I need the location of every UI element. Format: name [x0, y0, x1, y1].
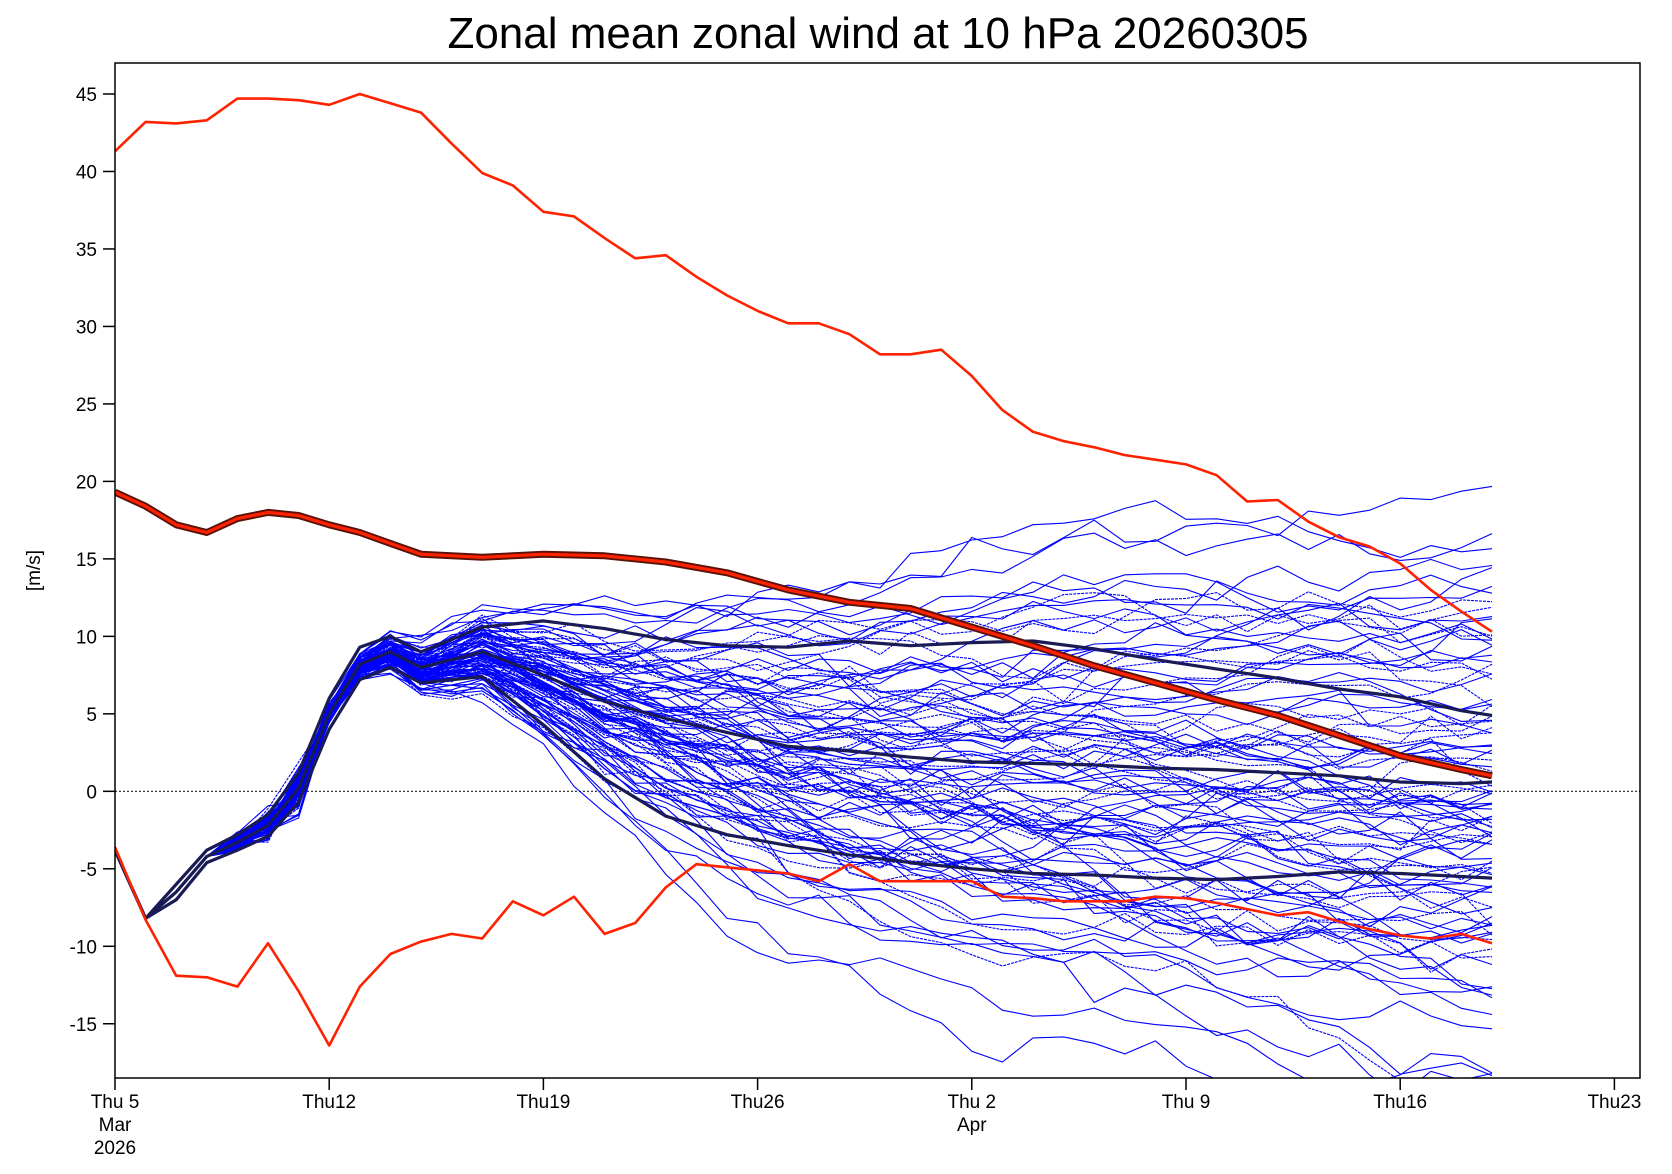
x-tick-label: Thu19	[516, 1092, 570, 1113]
y-axis: 45 40 35 30 25 20 15 10 5 0 -5 -10 -15	[70, 85, 115, 1036]
x-tick-label: Thu 2	[948, 1092, 997, 1113]
ensemble-member-line	[115, 659, 1493, 940]
x-tick-label: Mar	[99, 1115, 132, 1136]
x-tick-label: Thu 5	[91, 1092, 140, 1113]
climatology-min-line	[115, 846, 1493, 1047]
y-tick-label: -5	[80, 860, 97, 881]
ensemble-member-line	[115, 656, 1493, 999]
x-tick-label: Thu16	[1373, 1092, 1427, 1113]
x-tick-label: Thu26	[731, 1092, 785, 1113]
y-tick-label: 20	[76, 472, 97, 493]
ensemble-median-line	[115, 650, 1493, 920]
ensemble-member-line	[115, 657, 1493, 920]
y-tick-label: 0	[86, 782, 97, 803]
ensemble-member-line	[115, 638, 1493, 920]
ensemble-member-line	[115, 658, 1493, 920]
ensemble-member-line	[115, 661, 1493, 926]
ensemble-percentile-lines	[115, 619, 1493, 920]
y-tick-label: 40	[76, 162, 97, 183]
plot-frame	[114, 62, 1641, 1079]
y-tick-label: 30	[76, 317, 97, 338]
climatology-lines	[115, 92, 1493, 1047]
x-tick-label: Apr	[957, 1115, 987, 1136]
y-tick-label: -15	[70, 1015, 97, 1036]
ensemble-member-line	[115, 636, 1493, 920]
ensemble-upper-percentile-line	[115, 619, 1493, 920]
y-axis-label: [m/s]	[24, 550, 45, 591]
climatology-mean-line	[115, 490, 1493, 778]
ensemble-member-line	[115, 655, 1493, 920]
y-tick-label: 45	[76, 85, 97, 106]
ensemble-member-line	[115, 660, 1493, 930]
y-tick-label: 25	[76, 395, 97, 416]
ensemble-lower-percentile-line	[115, 665, 1493, 920]
y-tick-label: 35	[76, 240, 97, 261]
x-tick-label: Thu 9	[1162, 1092, 1211, 1113]
plot-area	[115, 92, 1640, 1078]
ensemble-member-line	[115, 635, 1493, 920]
ensemble-member-line	[115, 655, 1493, 954]
x-tick-label: Thu12	[302, 1092, 356, 1113]
ensemble-member-line	[115, 558, 1493, 920]
y-tick-label: 15	[76, 550, 97, 571]
ensemble-member-line	[115, 661, 1493, 971]
y-tick-label: -10	[70, 937, 97, 958]
ensemble-member-line	[115, 656, 1493, 920]
ensemble-member-line	[115, 599, 1493, 920]
y-tick-label: 5	[86, 705, 97, 726]
ensemble-member-line	[115, 665, 1398, 1078]
ensemble-member-line	[115, 657, 1493, 920]
ensemble-member-line	[115, 632, 1493, 920]
ensemble-member-line	[115, 663, 1493, 939]
ensemble-member-line	[115, 613, 1493, 920]
climatology-max-line	[115, 92, 1493, 633]
ensemble-member-line	[115, 500, 1493, 920]
x-tick-label: 2026	[94, 1138, 136, 1159]
chart-title: Zonal mean zonal wind at 10 hPa 20260305	[447, 9, 1308, 58]
ensemble-member-line	[115, 673, 1493, 1077]
x-tick-label: Thu23	[1587, 1092, 1641, 1113]
y-tick-label: 10	[76, 627, 97, 648]
ensemble-member-line	[115, 654, 1493, 920]
